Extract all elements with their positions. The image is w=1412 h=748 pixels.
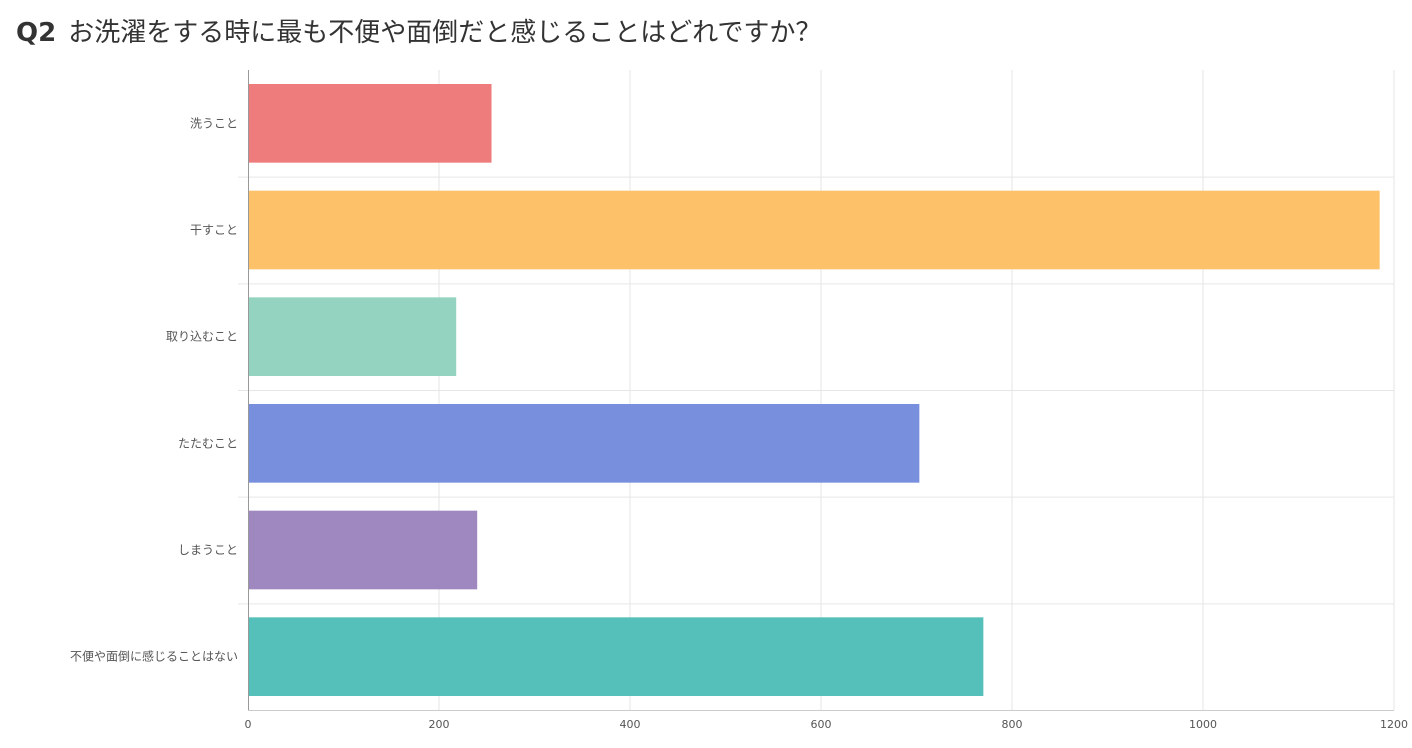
- bar: [248, 510, 478, 590]
- x-tick-label: 0: [245, 718, 252, 731]
- category-label: たたむこと: [178, 436, 238, 450]
- category-label: 干すこと: [190, 223, 238, 237]
- x-tick-label: 800: [1002, 718, 1023, 731]
- axes: [248, 70, 1394, 711]
- question-text: お洗濯をする時に最も不便や面倒だと感じることはどれですか？: [68, 18, 822, 48]
- x-tick-label: 400: [620, 718, 641, 731]
- question-number: Q2: [16, 18, 57, 48]
- x-tick-label: 1000: [1189, 718, 1217, 731]
- category-label: 不便や面倒に感じることはない: [70, 649, 238, 664]
- bar: [248, 297, 457, 376]
- grid: [238, 70, 1395, 710]
- bar: [248, 617, 984, 696]
- category-label: 取り込むこと: [166, 330, 238, 344]
- category-label: しまうこと: [178, 543, 238, 557]
- x-tick-label: 200: [429, 718, 450, 731]
- bar: [248, 404, 920, 483]
- x-tick-label: 600: [811, 718, 832, 731]
- x-tick-label: 1200: [1380, 718, 1408, 731]
- bar: [248, 190, 1380, 270]
- category-label: 洗うこと: [190, 116, 238, 130]
- bars: [248, 84, 1380, 696]
- x-tick-labels: 0 200 400 600 800 1000 1200: [245, 718, 1409, 731]
- chart-title: Q2 お洗濯をする時に最も不便や面倒だと感じることはどれですか？: [16, 14, 821, 52]
- bar: [248, 84, 492, 163]
